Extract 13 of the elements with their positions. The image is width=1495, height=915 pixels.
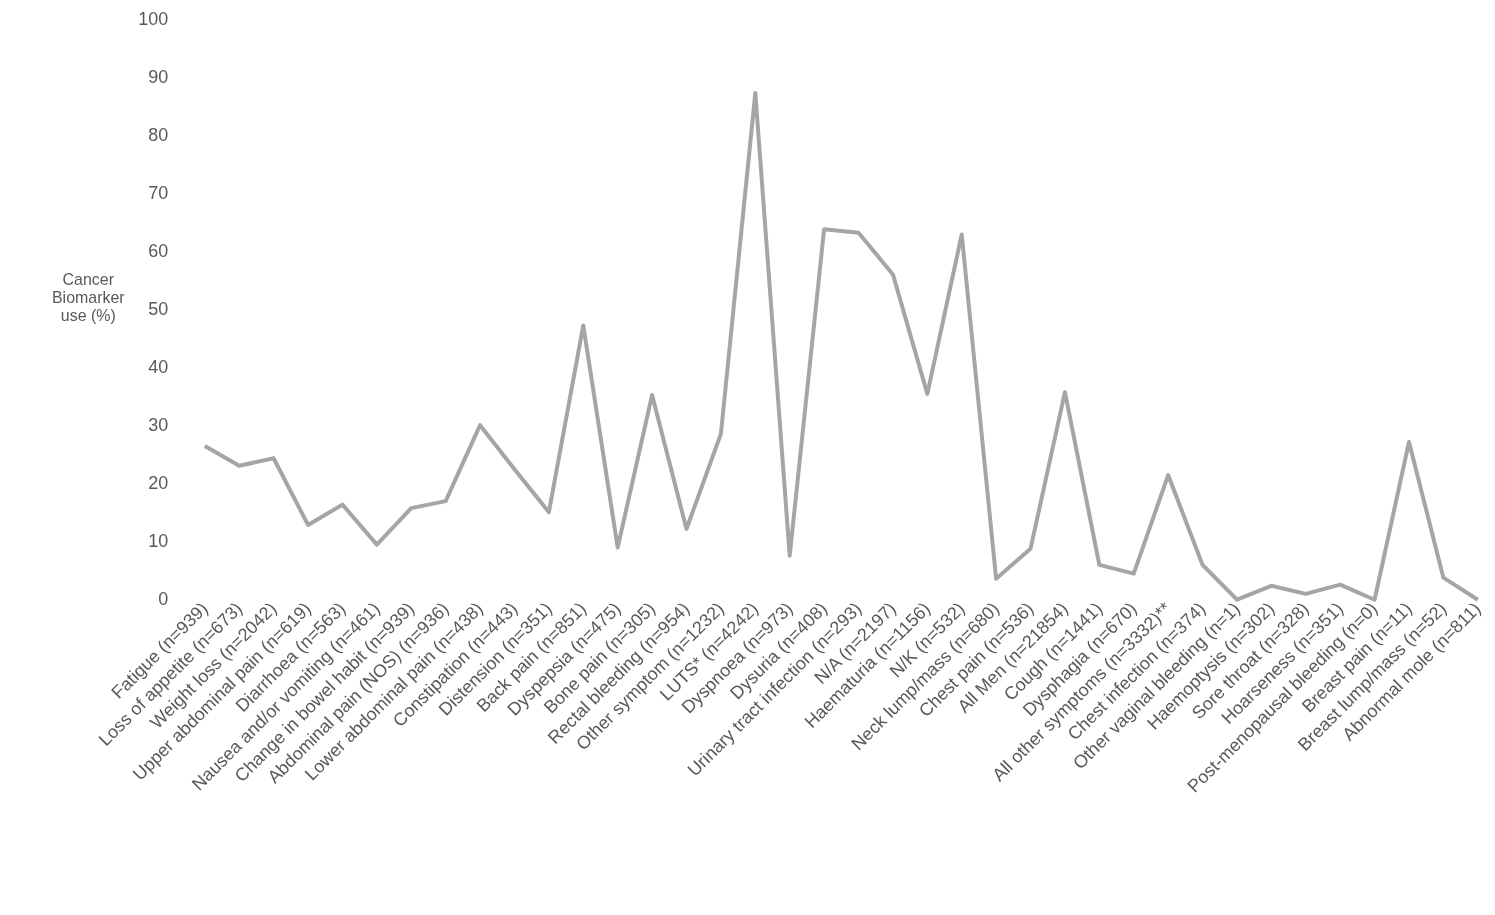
y-tick-label: 50 <box>148 299 169 320</box>
y-tick-label: 40 <box>148 357 169 378</box>
y-tick-label: 100 <box>138 9 169 30</box>
y-tick-label: 60 <box>148 241 169 262</box>
y-tick-label: 30 <box>148 415 169 436</box>
y-tick-label: 80 <box>148 125 169 146</box>
y-axis-title: Cancer Biomarker use (%) <box>51 270 126 324</box>
y-tick-label: 70 <box>148 183 169 204</box>
line-series <box>202 90 1480 602</box>
y-tick-label: 20 <box>148 473 169 494</box>
y-tick-label: 10 <box>148 531 169 552</box>
y-tick-label: 0 <box>158 589 169 610</box>
y-tick-label: 90 <box>148 67 169 88</box>
